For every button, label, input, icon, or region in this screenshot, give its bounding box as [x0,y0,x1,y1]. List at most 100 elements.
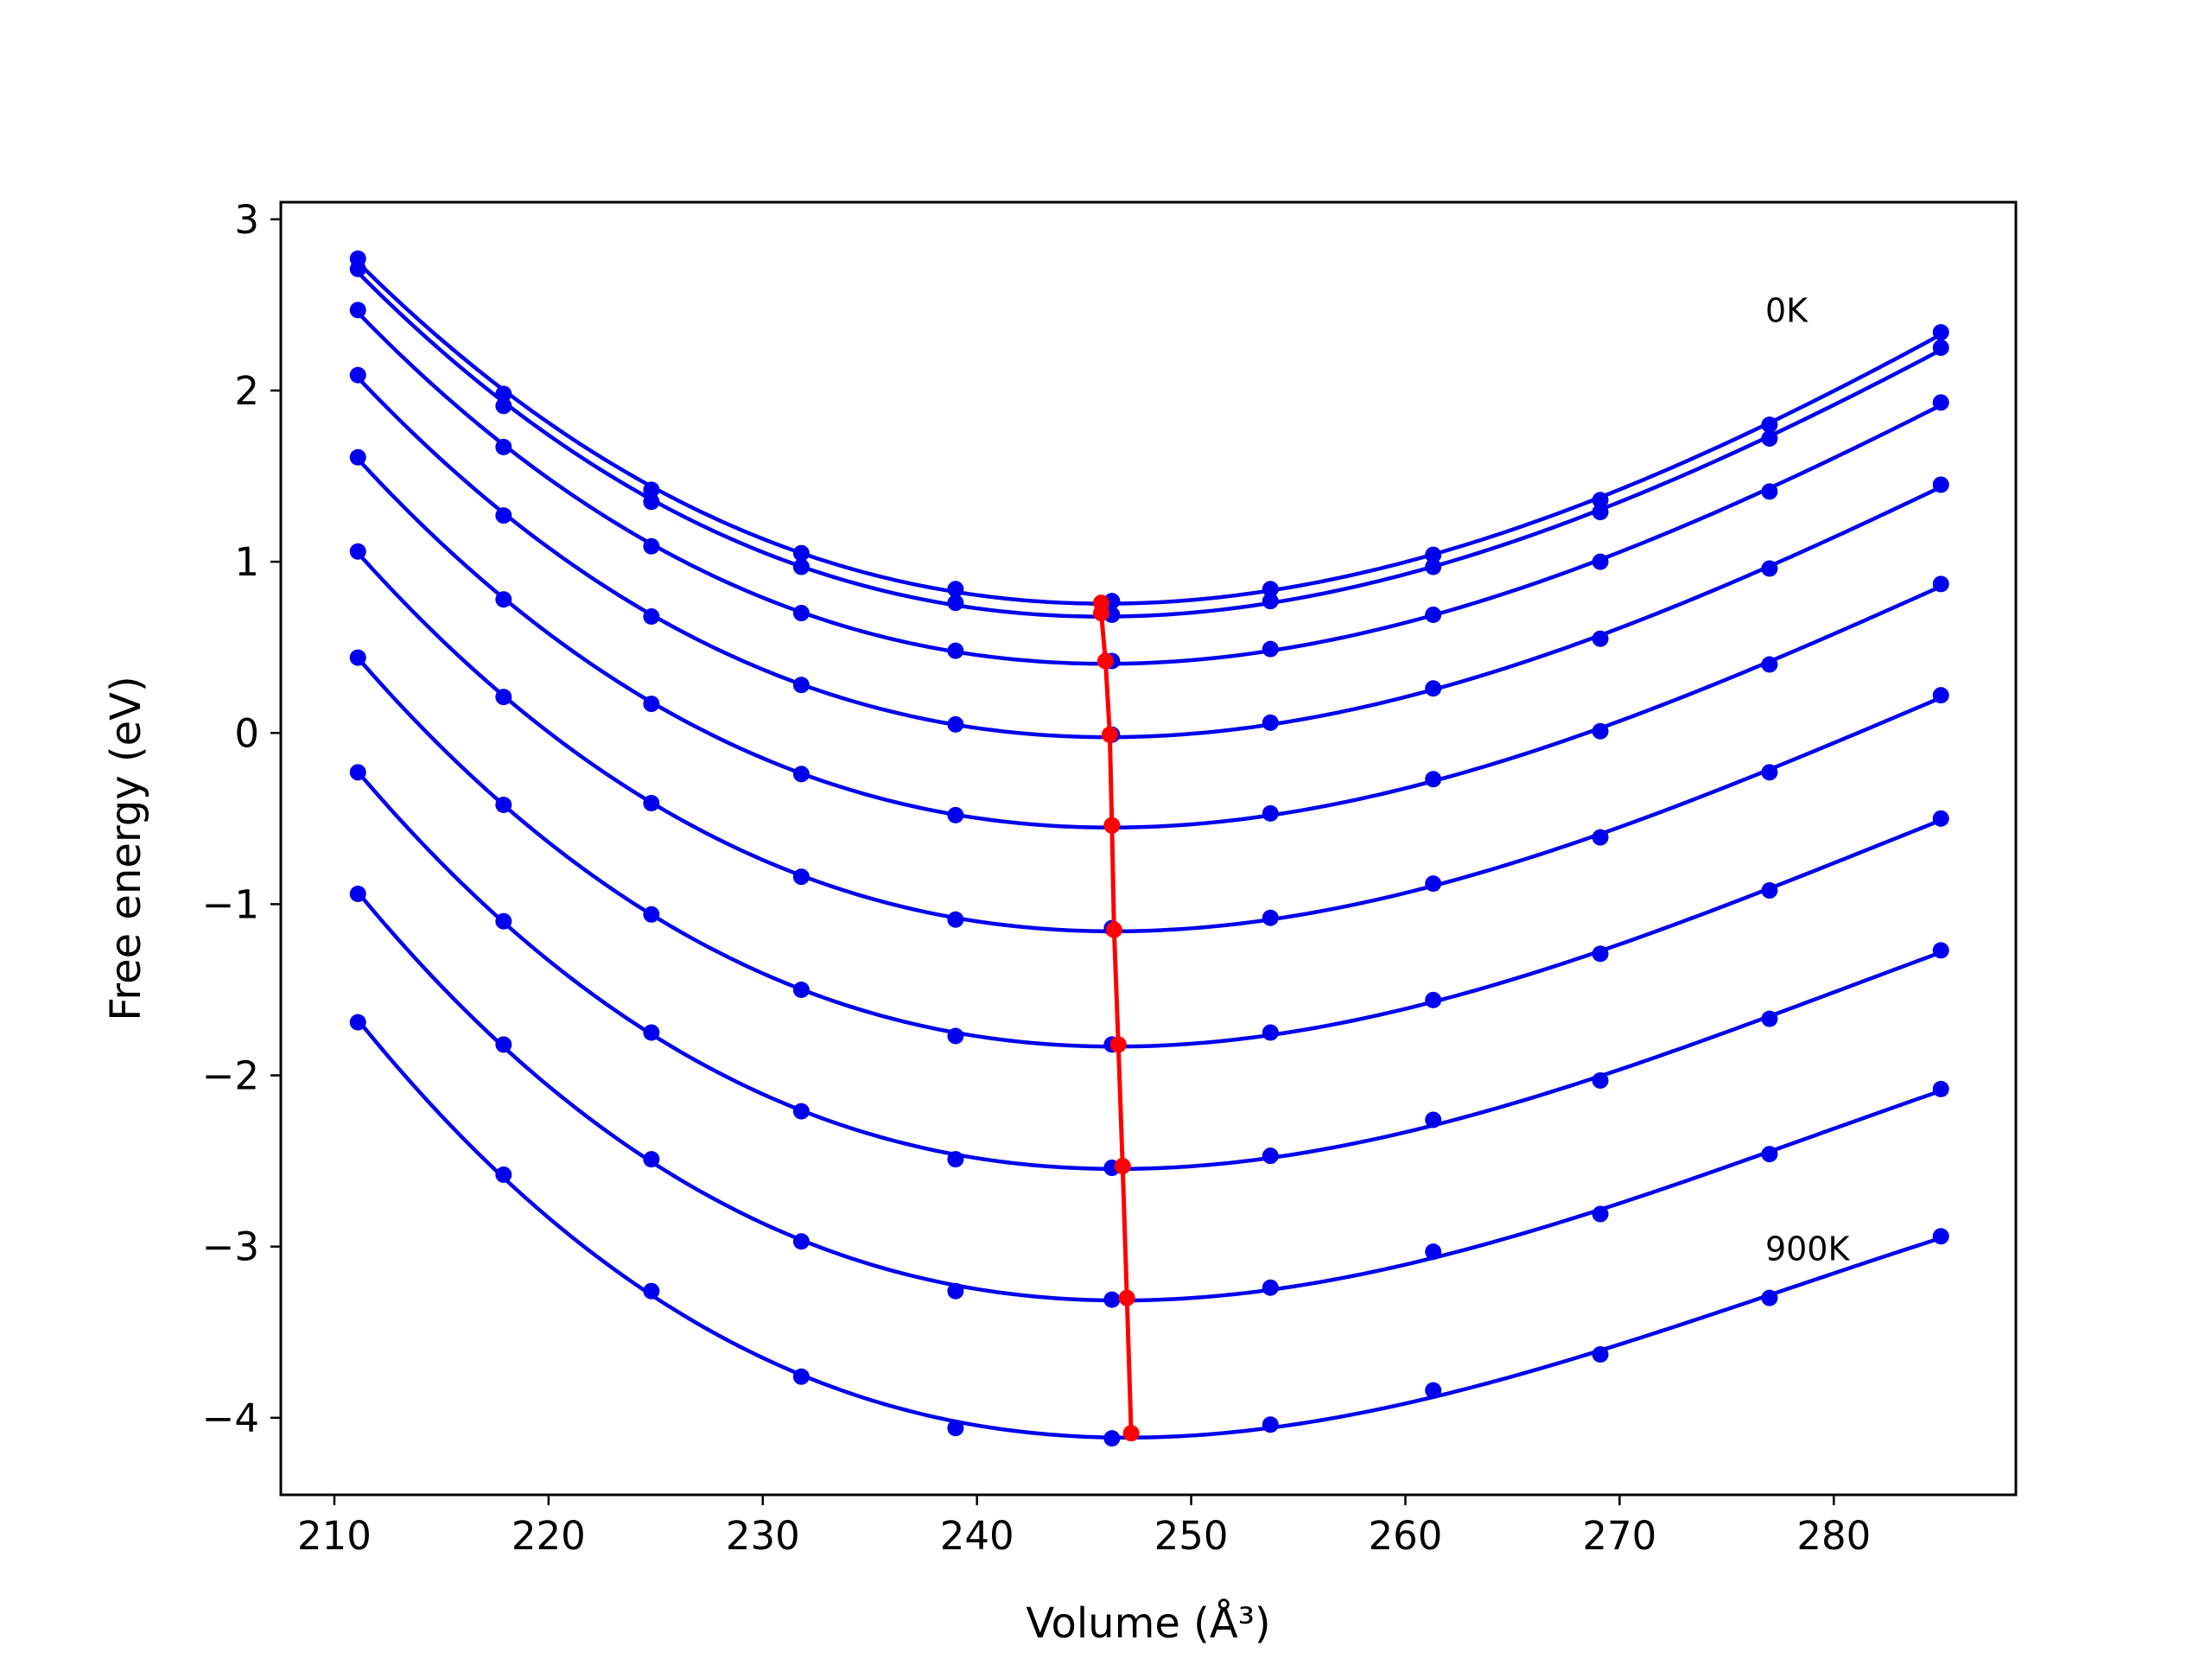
axis-ticks [270,218,1835,1505]
data-point [495,1036,512,1053]
x-tick-label: 270 [1582,1513,1656,1559]
x-tick-label: 220 [512,1513,586,1559]
data-point [1425,546,1442,563]
data-point [1932,324,1949,341]
x-tick-label: 210 [297,1513,372,1559]
data-point [1592,1071,1609,1089]
data-point [1932,1080,1949,1097]
data-point [643,608,660,626]
data-point [495,397,512,415]
temperature-label: 900K [1765,1230,1851,1268]
data-point [1761,429,1778,447]
data-point [643,1151,660,1168]
data-point [947,1151,964,1168]
data-point [495,1166,512,1183]
data-point [792,544,810,562]
fit-curve-8 [356,770,1942,1172]
data-point [495,796,512,813]
minimum-point [1103,817,1121,834]
data-point [1425,1382,1442,1399]
data-point [349,886,366,903]
data-point [643,481,660,499]
data-point [947,1420,964,1437]
data-point [1425,607,1442,624]
data-point [643,1024,660,1041]
data-point [1932,1228,1949,1245]
data-point [1592,722,1609,740]
data-point [792,1368,810,1385]
fit-curve-4 [356,376,1942,740]
data-point [947,911,964,928]
data-point [1592,1346,1609,1363]
data-point [1932,810,1949,827]
data-point [1262,909,1279,926]
minimum-point [1114,1158,1131,1175]
y-tick-labels: 3 2 1 0 −1 −2 −3 −4 [202,197,259,1441]
y-tick-label: 0 [234,710,259,756]
data-point [792,868,810,886]
data-point [1932,942,1949,959]
minimum-point [1118,1289,1135,1306]
y-tick-label: 1 [234,539,259,585]
data-point [349,649,366,666]
data-point [1262,804,1279,822]
data-point [792,981,810,998]
x-tick-label: 280 [1796,1513,1871,1559]
data-point [1103,1430,1121,1447]
data-point [792,1103,810,1120]
y-tick-label: −1 [202,881,259,927]
data-point [495,689,512,706]
data-point [1592,945,1609,963]
data-point [1262,1279,1279,1296]
data-point [643,537,660,555]
x-tick-label: 260 [1369,1513,1443,1559]
y-tick-label: 3 [234,197,259,243]
minimum-point [1092,605,1109,622]
minimum-point [1096,652,1114,670]
data-point [947,581,964,598]
data-point [349,448,366,466]
minimum-point [1105,921,1122,938]
minimum-point [1122,1425,1140,1442]
data-point [1262,581,1279,598]
fit-curve-1 [356,261,1942,606]
data-point [947,806,964,823]
data-point [349,543,366,560]
x-tick-label: 250 [1154,1513,1229,1559]
data-point [947,1282,964,1300]
data-points [349,250,1949,1447]
data-point [1932,394,1949,411]
data-point [495,438,512,455]
data-point [1932,339,1949,356]
y-tick-label: 2 [234,368,259,414]
data-point [1592,504,1609,521]
data-point [1425,1111,1442,1128]
data-point [947,1027,964,1045]
data-point [643,906,660,923]
data-point [1761,483,1778,500]
data-point [1932,476,1949,493]
data-point [1425,875,1442,893]
data-point [792,605,810,622]
data-point [1761,1010,1778,1027]
data-point [1592,553,1609,570]
data-point [1761,1289,1778,1306]
minimum-point [1109,1036,1127,1053]
data-point [1262,1024,1279,1041]
data-point [1262,1147,1279,1165]
fit-curve-7 [356,656,1942,1049]
x-axis-label: Volume (Å³) [1026,1599,1270,1648]
data-point [1262,640,1279,658]
data-point [1425,1243,1442,1261]
fit-curve-6 [356,551,1942,934]
data-point [1761,1146,1778,1163]
data-point [947,642,964,659]
data-point [349,1014,366,1031]
data-point [349,764,366,781]
data-point [643,1282,660,1300]
data-point [1425,771,1442,788]
data-point [1761,882,1778,899]
data-point [1932,575,1949,593]
data-point [1761,560,1778,577]
